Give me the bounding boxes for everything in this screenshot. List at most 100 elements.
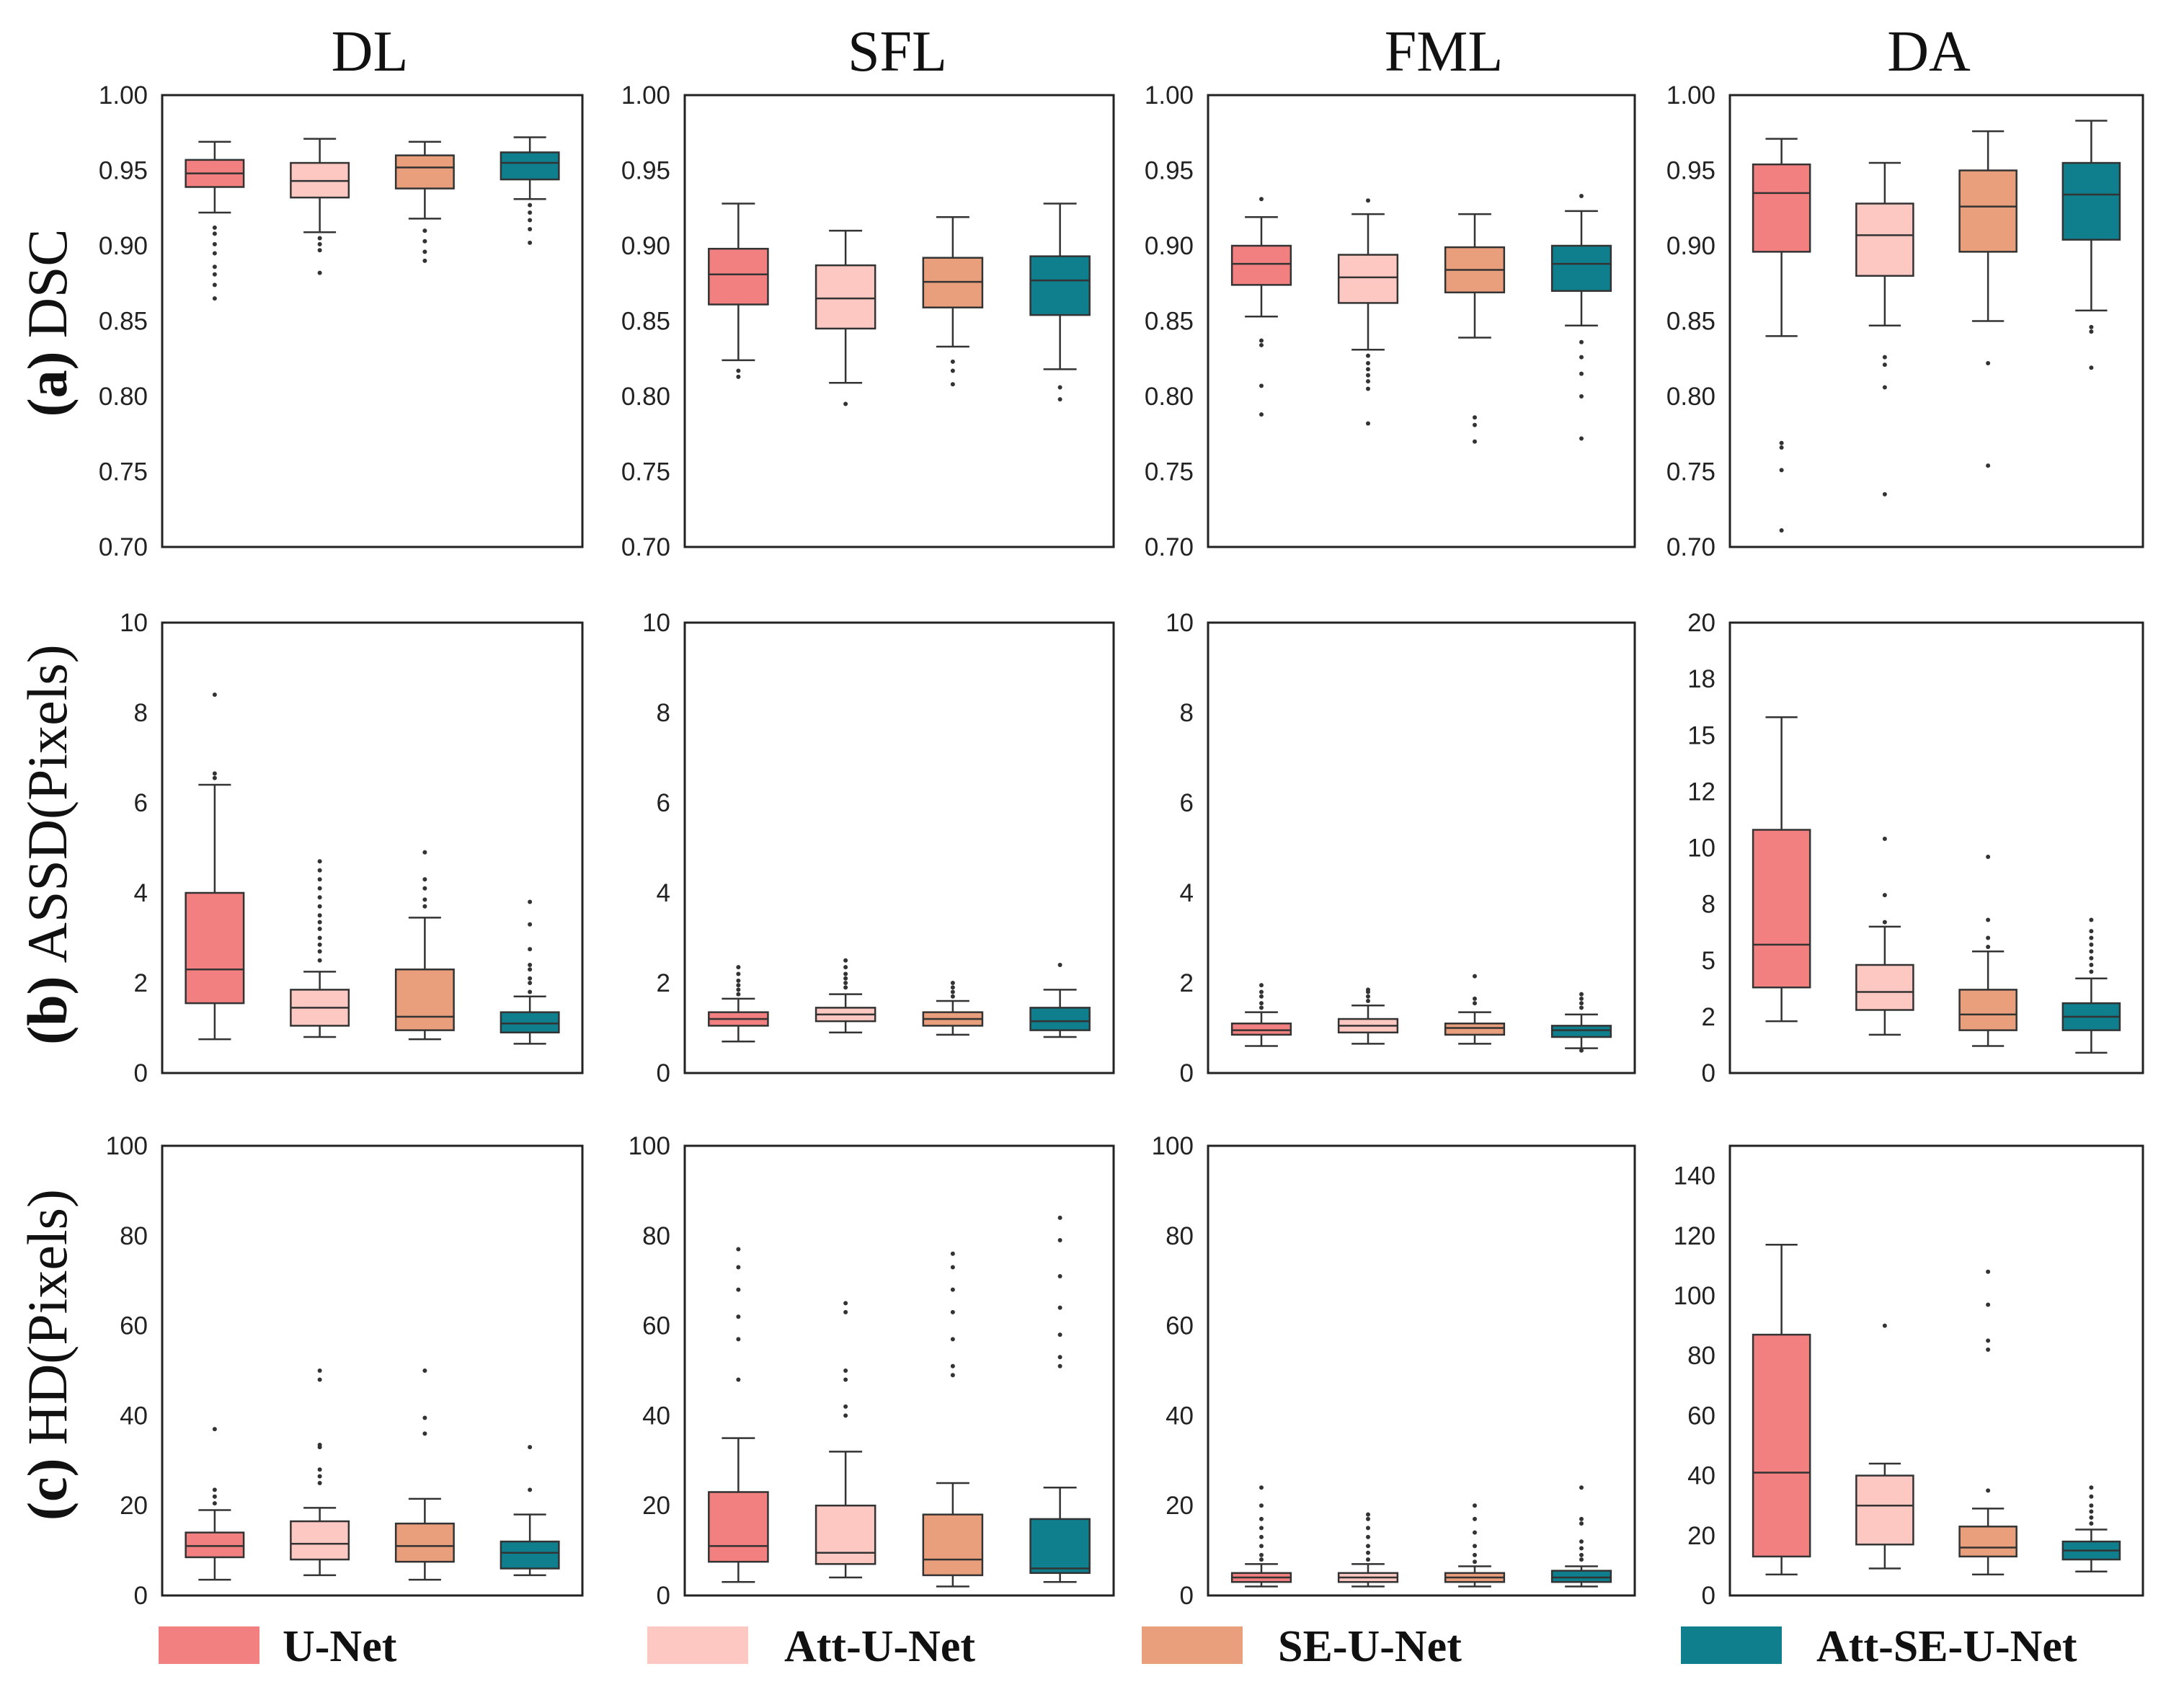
outlier-point bbox=[1057, 1238, 1062, 1243]
outlier-point bbox=[317, 248, 322, 253]
box-att-unet bbox=[1337, 987, 1399, 1045]
y-tick-label: 1.00 bbox=[99, 81, 148, 110]
outlier-point bbox=[1057, 1355, 1062, 1360]
panel-assd-pixels--sfl: 0 2 4 6 8 10 bbox=[642, 609, 1115, 1087]
y-tick-label: 18 bbox=[1687, 665, 1715, 693]
outlier-point bbox=[1366, 379, 1370, 384]
outlier-point bbox=[843, 981, 848, 985]
iqr-box bbox=[1337, 254, 1399, 304]
y-tick-label: 8 bbox=[1702, 891, 1715, 919]
outlier-point bbox=[1057, 1363, 1062, 1368]
outlier-point bbox=[736, 374, 741, 379]
y-tick-label: 0.70 bbox=[621, 533, 670, 561]
y-tick-label: 0.75 bbox=[1666, 458, 1715, 486]
y-tick-label: 1.00 bbox=[621, 81, 670, 110]
y-tick-label: 0.75 bbox=[621, 458, 670, 486]
outlier-point bbox=[1882, 362, 1887, 368]
y-tick-label: 6 bbox=[1180, 789, 1194, 817]
y-tick-label: 100 bbox=[106, 1132, 148, 1160]
outlier-point bbox=[317, 868, 322, 873]
outlier-point bbox=[950, 1337, 955, 1342]
y-tick-label: 0.90 bbox=[1145, 232, 1194, 260]
box-se-unet bbox=[1444, 1503, 1506, 1588]
box-unet bbox=[185, 141, 245, 301]
outlier-point bbox=[1259, 1485, 1264, 1490]
outlier-point bbox=[1259, 338, 1264, 343]
outlier-point bbox=[317, 935, 322, 940]
outlier-point bbox=[317, 1368, 322, 1373]
iqr-box bbox=[1230, 244, 1292, 286]
outlier-point bbox=[1986, 463, 1991, 468]
outlier-point bbox=[212, 241, 217, 246]
iqr-box bbox=[1029, 1007, 1091, 1031]
row-label-text: DSC bbox=[16, 229, 79, 339]
outlier-point bbox=[2089, 942, 2094, 947]
legend-swatch-att-se-unet bbox=[1681, 1626, 1782, 1664]
row-label-dsc: (a) DSC bbox=[16, 229, 79, 417]
y-tick-label: 0.85 bbox=[99, 308, 148, 336]
outlier-point bbox=[1579, 1048, 1584, 1053]
panel-assd-pixels--fml: 0 2 4 6 8 10 bbox=[1166, 609, 1636, 1087]
outlier-point bbox=[1366, 1516, 1370, 1521]
outlier-point bbox=[317, 859, 322, 864]
outlier-point bbox=[1259, 1534, 1264, 1539]
box-att-se-unet bbox=[500, 136, 560, 245]
outlier-point bbox=[736, 1337, 741, 1342]
box-se-unet bbox=[1958, 1269, 2017, 1576]
box-att-unet bbox=[290, 138, 350, 275]
outlier-point bbox=[1366, 373, 1370, 378]
y-tick-label: 20 bbox=[120, 1492, 148, 1520]
iqr-box bbox=[1752, 1333, 1811, 1558]
outlier-point bbox=[2089, 956, 2094, 961]
y-tick-label: 4 bbox=[1180, 879, 1194, 907]
outlier-point bbox=[736, 368, 741, 373]
outlier-point bbox=[212, 1501, 217, 1506]
outlier-point bbox=[422, 258, 427, 263]
iqr-box bbox=[500, 1540, 560, 1570]
box-unet bbox=[1230, 983, 1292, 1047]
outlier-point bbox=[1579, 194, 1584, 199]
outlier-point bbox=[528, 899, 533, 904]
panel-hd-pixels--da: 0 20 40 60 80 100 120 140 bbox=[1674, 1144, 2144, 1610]
outlier-point bbox=[1473, 415, 1477, 420]
outlier-point bbox=[212, 1494, 217, 1499]
outlier-point bbox=[1882, 355, 1887, 360]
outlier-point bbox=[1986, 1488, 1991, 1493]
outlier-point bbox=[2089, 917, 2094, 922]
box-att-unet bbox=[1855, 161, 1914, 497]
panel-dsc-dl: 0.70 0.75 0.80 0.85 0.90 0.95 1.00 bbox=[99, 81, 584, 561]
iqr-box bbox=[1550, 244, 1612, 292]
box-se-unet bbox=[394, 850, 455, 1041]
outlier-point bbox=[1579, 1546, 1584, 1551]
outlier-point bbox=[528, 989, 533, 994]
box-se-unet bbox=[922, 1251, 984, 1588]
outlier-point bbox=[212, 264, 217, 270]
y-tick-label: 0.70 bbox=[1666, 533, 1715, 561]
outlier-point bbox=[212, 775, 217, 780]
outlier-point bbox=[950, 1265, 955, 1270]
y-tick-label: 0 bbox=[134, 1059, 148, 1087]
outlier-point bbox=[1473, 1001, 1477, 1006]
y-tick-label: 0 bbox=[1180, 1059, 1194, 1087]
outlier-point bbox=[317, 270, 322, 275]
outlier-point bbox=[1366, 1557, 1370, 1562]
outlier-point bbox=[422, 897, 427, 902]
outlier-point bbox=[843, 1309, 848, 1314]
outlier-point bbox=[317, 1467, 322, 1472]
outlier-point bbox=[2089, 324, 2094, 329]
y-tick-label: 60 bbox=[1687, 1402, 1715, 1430]
panel-frame bbox=[161, 621, 584, 1074]
outlier-point bbox=[736, 1314, 741, 1319]
panel-hd-pixels--sfl: 0 20 40 60 80 100 bbox=[629, 1132, 1115, 1610]
outlier-point bbox=[1882, 893, 1887, 898]
iqr-box bbox=[1958, 169, 2017, 253]
box-unet bbox=[1752, 138, 1811, 533]
outlier-point bbox=[2089, 1509, 2094, 1514]
y-tick-label: 0.95 bbox=[1145, 157, 1194, 185]
outlier-point bbox=[1366, 367, 1370, 372]
outlier-point bbox=[1259, 412, 1264, 417]
box-se-unet bbox=[394, 1368, 455, 1581]
iqr-box bbox=[394, 969, 455, 1031]
outlier-point bbox=[1986, 361, 1991, 366]
outlier-point bbox=[317, 1442, 322, 1447]
